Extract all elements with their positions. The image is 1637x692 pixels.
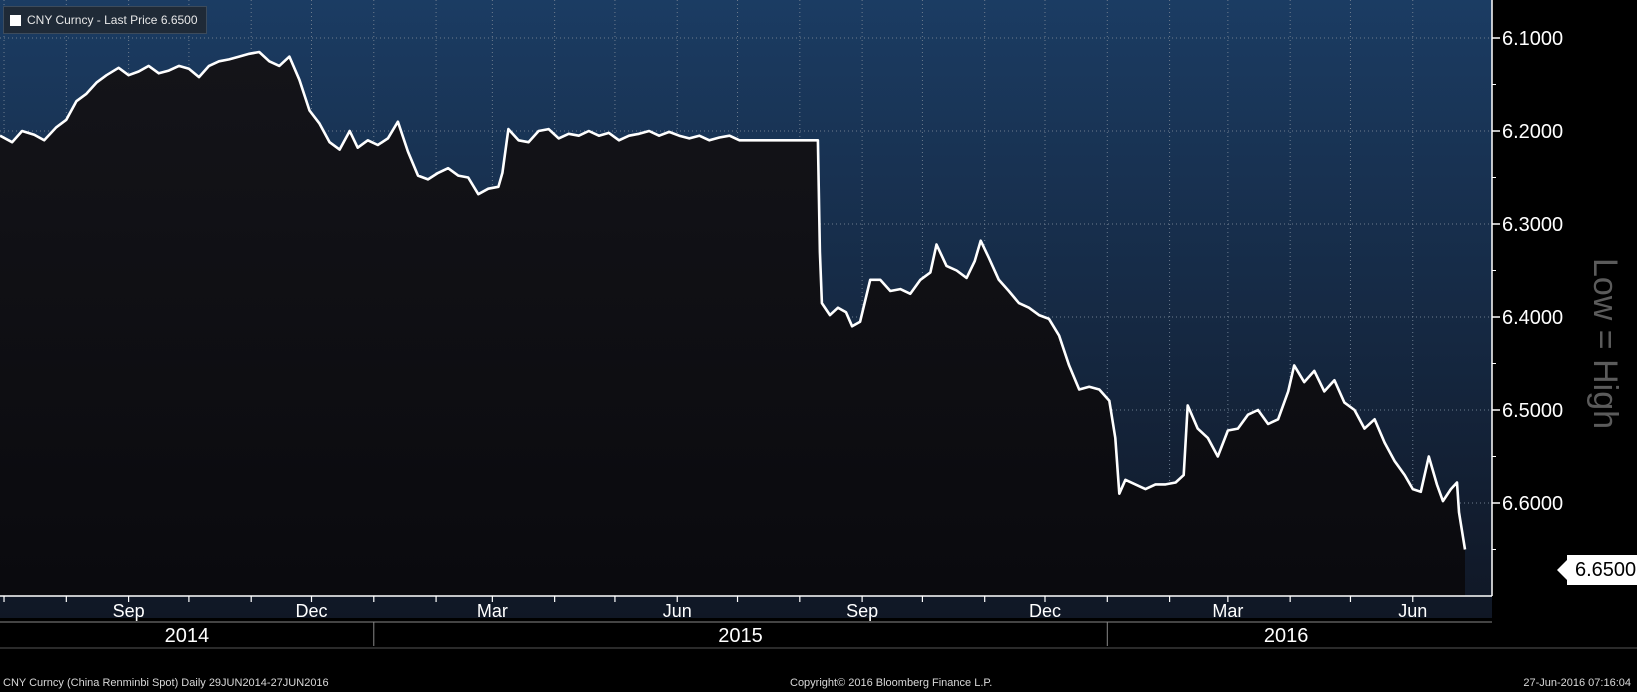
footer-copyright: Copyright© 2016 Bloomberg Finance L.P. — [790, 677, 993, 689]
axes: 6.1000 6.2000 6.3000 6.4000 6.5000 6.6000 Sep D… — [0, 0, 1637, 649]
y-tick-label-4: 6.5000 — [1502, 400, 1563, 422]
y-tick-label-1: 6.2000 — [1502, 121, 1563, 143]
x-tick-label-17: Dec — [1029, 601, 1061, 621]
year-label-2: 2016 — [1264, 625, 1309, 647]
x-tick-label-11: Jun — [663, 601, 692, 621]
year-label-0: 2014 — [165, 625, 210, 647]
side-label-text: Low = High — [1586, 257, 1625, 429]
x-tick-label-23: Jun — [1398, 601, 1427, 621]
below-line-area — [0, 52, 1465, 596]
x-tick-label-14: Sep — [846, 601, 878, 621]
side-label: Low = High — [1587, 228, 1625, 458]
legend-swatch — [10, 14, 21, 26]
year-label-1: 2015 — [718, 625, 763, 647]
series-line-last-price — [0, 50, 1467, 550]
legend-label: CNY Curncy - Last Price 6.6500 — [27, 13, 198, 27]
y-tick-label-2: 6.3000 — [1502, 214, 1563, 236]
footer: CNY Curncy (China Renminbi Spot) Daily 2… — [0, 675, 1637, 692]
footer-timestamp: 27-Jun-2016 07:16:04 — [1523, 677, 1631, 689]
x-tick-label-2: Sep — [113, 601, 145, 621]
x-tick-label-8: Mar — [477, 601, 508, 621]
y-tick-label-5: 6.6000 — [1502, 493, 1563, 515]
x-tick-label-20: Mar — [1212, 601, 1243, 621]
legend: CNY Curncy - Last Price 6.6500 — [3, 6, 207, 34]
last-price-tag: 6.6500 — [1557, 555, 1637, 585]
footer-left: CNY Curncy (China Renminbi Spot) Daily 2… — [3, 677, 329, 689]
y-tick-label-3: 6.4000 — [1502, 307, 1563, 329]
y-tick-label-0: 6.1000 — [1502, 28, 1563, 50]
x-tick-label-5: Dec — [295, 601, 327, 621]
